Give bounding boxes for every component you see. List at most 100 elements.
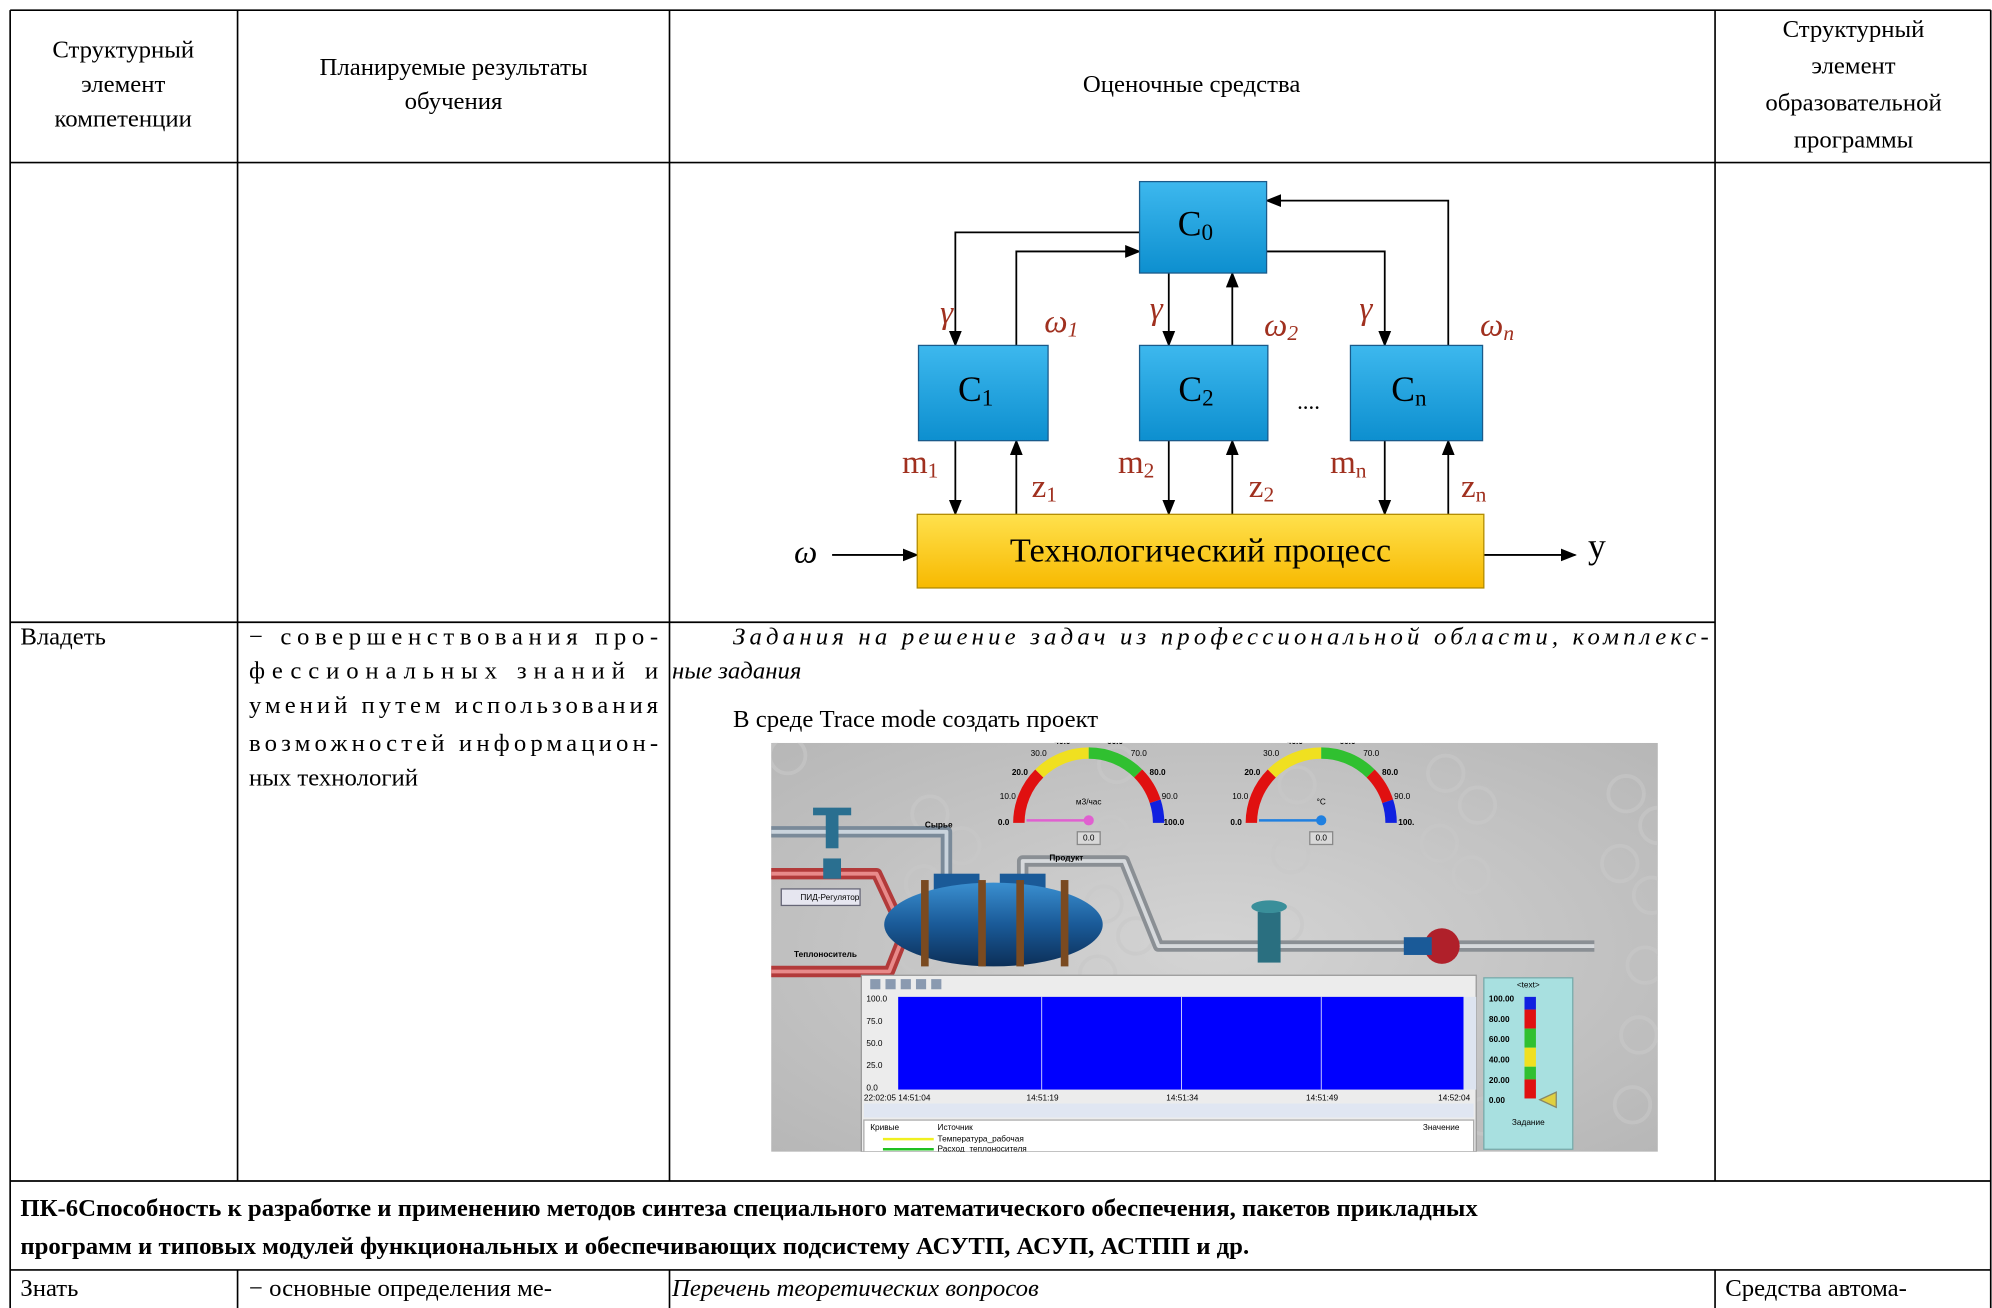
gauge-tick-label: 100. bbox=[1398, 818, 1414, 827]
arrow bbox=[1266, 250, 1392, 348]
result-line: фессиональных знаний и bbox=[249, 658, 658, 685]
edge-label-sub: 2 bbox=[1263, 482, 1274, 506]
valve bbox=[1251, 900, 1287, 914]
gauge-tick-label: 80.0 bbox=[1382, 768, 1398, 777]
pipe-label: Сырье bbox=[925, 821, 953, 830]
texture bbox=[1271, 834, 1311, 875]
result-line: ных технологий bbox=[249, 764, 418, 791]
competence-text: программ и типовых модулей функциональны… bbox=[20, 1233, 1249, 1260]
toolbar-icon bbox=[931, 979, 942, 990]
edge-label-sub: n bbox=[1476, 482, 1487, 506]
indicator-bar bbox=[1524, 1047, 1536, 1067]
gauge-tick-label: 90.0 bbox=[1162, 792, 1178, 801]
edge-label-sub: 1 bbox=[928, 458, 939, 482]
gauge-value: 0.0 bbox=[1083, 833, 1095, 842]
header-cell-text: Планируемые результаты bbox=[319, 54, 587, 81]
texture bbox=[1419, 823, 1460, 863]
scada-screenshot: Сырье Продукт ПИД-Регулятор Теплоноситель 0.… bbox=[771, 737, 1658, 1152]
toolbar-icon bbox=[885, 979, 896, 990]
competence-element: Владеть bbox=[20, 623, 106, 650]
tank-band bbox=[921, 880, 929, 967]
edge-label-base: m bbox=[902, 444, 928, 480]
toolbar-icon bbox=[900, 979, 911, 990]
result-line: возможностей информацион- bbox=[249, 730, 658, 757]
valve bbox=[813, 807, 852, 816]
edge-label: m2 bbox=[1118, 444, 1154, 482]
trend-time: 14:51:49 bbox=[1306, 1094, 1339, 1103]
header-cell-text: программы bbox=[1794, 126, 1914, 153]
node-label-base: C bbox=[1391, 369, 1415, 409]
edge-label: z1 bbox=[1032, 468, 1057, 506]
gauge-tick-label: 90.0 bbox=[1394, 792, 1410, 801]
edge-label-base: γ bbox=[940, 295, 954, 331]
trend-time: 14:52:04 bbox=[1438, 1094, 1471, 1103]
subsystem-box bbox=[1138, 180, 1268, 274]
node-label-sub: n bbox=[1415, 385, 1427, 411]
pump bbox=[1424, 928, 1460, 964]
node-label-base: C bbox=[958, 369, 982, 409]
node-label: C0 bbox=[1178, 203, 1213, 245]
panel-tick: 80.00 bbox=[1489, 1015, 1510, 1024]
header-cell-text: элемент bbox=[1811, 53, 1895, 80]
header-cell-text: элемент bbox=[81, 71, 165, 98]
trend-source: Температура_рабочая bbox=[938, 1134, 1024, 1143]
program-element: Средства автома- bbox=[1725, 1275, 1907, 1302]
gauge-arc bbox=[1133, 769, 1161, 804]
edge-label-base: ω bbox=[1264, 307, 1287, 343]
gauge-tick-label: 70.0 bbox=[1363, 749, 1379, 758]
panel-label: Задание bbox=[1512, 1118, 1545, 1127]
trend-y-label: 50.0 bbox=[866, 1039, 882, 1048]
result-line: − совершенствования про- bbox=[249, 623, 658, 650]
trend-time: 22:02:05 14:51:04 bbox=[864, 1094, 931, 1103]
edge-label-base: m bbox=[1330, 444, 1356, 480]
gauge-hub bbox=[1083, 815, 1094, 826]
texture bbox=[1638, 805, 1658, 846]
process-label: Технологический процесс bbox=[1010, 532, 1391, 570]
gauge-tick-label: 0.0 bbox=[998, 818, 1010, 827]
edge-label: m1 bbox=[902, 444, 938, 482]
gauge-tick-label: 70.0 bbox=[1131, 749, 1147, 758]
trend-table bbox=[863, 1119, 1475, 1152]
gauge-value: 0.0 bbox=[1315, 833, 1327, 842]
trend-y-label: 75.0 bbox=[866, 1017, 882, 1026]
gauge-tick-label: 0.0 bbox=[1230, 818, 1242, 827]
output-label: y bbox=[1588, 526, 1606, 566]
edge-label-base: z bbox=[1032, 468, 1047, 504]
ellipsis: .... bbox=[1297, 389, 1320, 414]
gauge-arc bbox=[1035, 747, 1089, 778]
header-cell-text: образовательной bbox=[1765, 89, 1941, 116]
gauge-arc bbox=[1366, 769, 1394, 804]
indicator-bar bbox=[1524, 1009, 1536, 1029]
texture bbox=[1606, 774, 1646, 814]
gauge-arc bbox=[1245, 769, 1277, 824]
pid-button bbox=[780, 888, 861, 907]
edge-label-base: ω bbox=[1480, 307, 1503, 343]
texture bbox=[1277, 765, 1317, 805]
header-cell-text: Структурный bbox=[52, 37, 194, 64]
valve bbox=[823, 858, 842, 879]
valve bbox=[1257, 911, 1281, 963]
edge-label: ω1 bbox=[1044, 303, 1078, 341]
edge-label-sub: 2 bbox=[1144, 458, 1155, 482]
header-cell-text: Оценочные средства bbox=[1083, 71, 1300, 98]
process-box bbox=[916, 513, 1485, 589]
subsystem-box bbox=[1349, 344, 1484, 442]
edge-label-base: m bbox=[1118, 444, 1144, 480]
header-cell-text: Структурный bbox=[1783, 16, 1925, 43]
texture bbox=[1612, 1085, 1653, 1125]
edge-label-sub: 2 bbox=[1287, 321, 1298, 345]
tank-band bbox=[1016, 880, 1024, 967]
indicator-bar bbox=[1524, 1079, 1536, 1099]
edge-label: z2 bbox=[1249, 468, 1274, 506]
scrollbar bbox=[1463, 996, 1477, 1090]
assessment-italic: ные задания bbox=[672, 658, 801, 685]
panel-tick: 100.00 bbox=[1489, 995, 1515, 1004]
edge-label-base: z bbox=[1249, 468, 1264, 504]
gauge-value-box bbox=[1309, 831, 1334, 846]
gauge-tick-label: 60.0 bbox=[1107, 737, 1123, 746]
edge-label: zn bbox=[1461, 468, 1487, 506]
indicator-bar bbox=[1524, 1028, 1536, 1048]
gauge-tick-label: 30.0 bbox=[1031, 749, 1047, 758]
